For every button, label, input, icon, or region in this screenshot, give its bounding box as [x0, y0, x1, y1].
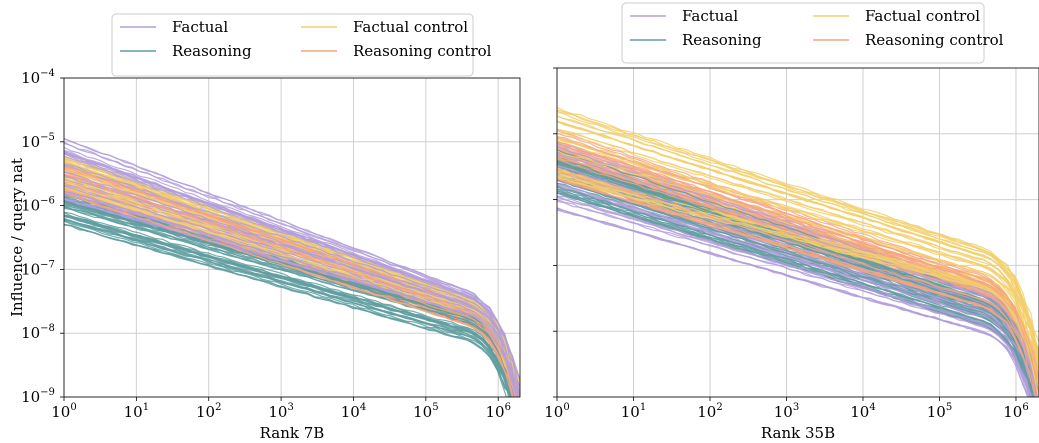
x-axis-label: Rank 7B — [260, 424, 325, 442]
chart-35b: 100 101 102 103 104 105 106 Rank 35B Factual Re… — [544, 3, 1039, 442]
x-tick-label: 102 — [697, 402, 722, 421]
x-tick-label: 104 — [850, 402, 875, 421]
series-lines — [557, 108, 1039, 442]
y-tick-labels — [553, 68, 557, 397]
chart-7b: 100 101 102 103 104 105 106 10−910−810−710−610… — [8, 14, 520, 443]
x-tick-label: 100 — [544, 402, 569, 421]
y-tick-labels: 10−9 10−8 10−7 10−6 10−5 10−4 — [21, 68, 64, 406]
legend-label: Reasoning control — [865, 31, 1004, 49]
x-tick-label: 105 — [413, 402, 438, 421]
y-axis-label: Influence / query nat — [8, 158, 26, 317]
x-tick-label: 106 — [1003, 402, 1028, 421]
x-tick-label: 101 — [124, 402, 149, 421]
legend-label: Factual control — [353, 18, 468, 36]
legend-label: Reasoning — [682, 31, 762, 49]
legend-label: Reasoning control — [353, 42, 492, 60]
y-tick-label: 10−4 — [21, 68, 55, 87]
x-tick-label: 102 — [196, 402, 221, 421]
x-tick-label: 103 — [268, 402, 293, 421]
legend-label: Reasoning — [172, 42, 252, 60]
x-tick-labels: 100 101 102 103 104 105 106 — [51, 397, 511, 421]
legend: Factual Reasoning Factual control Reasoning… — [112, 14, 492, 76]
x-tick-label: 103 — [774, 402, 799, 421]
legend-label: Factual control — [865, 7, 980, 25]
x-tick-label: 105 — [927, 402, 952, 421]
y-tick-label: 10−6 — [21, 196, 55, 215]
x-tick-label: 100 — [51, 402, 76, 421]
legend-label: Factual — [682, 7, 738, 25]
x-tick-label: 101 — [621, 402, 646, 421]
y-tick-label: 10−7 — [21, 259, 55, 278]
x-tick-label: 104 — [341, 402, 366, 421]
x-tick-labels: 100 101 102 103 104 105 106 — [544, 397, 1028, 421]
legend: Factual Reasoning Factual control Reasoning… — [622, 3, 1004, 63]
x-axis-label: Rank 35B — [761, 424, 835, 442]
legend-label: Factual — [172, 18, 228, 36]
y-tick-label: 10−9 — [21, 387, 55, 406]
y-tick-label: 10−5 — [21, 132, 55, 151]
y-tick-label: 10−8 — [21, 323, 55, 342]
x-tick-label: 106 — [485, 402, 510, 421]
